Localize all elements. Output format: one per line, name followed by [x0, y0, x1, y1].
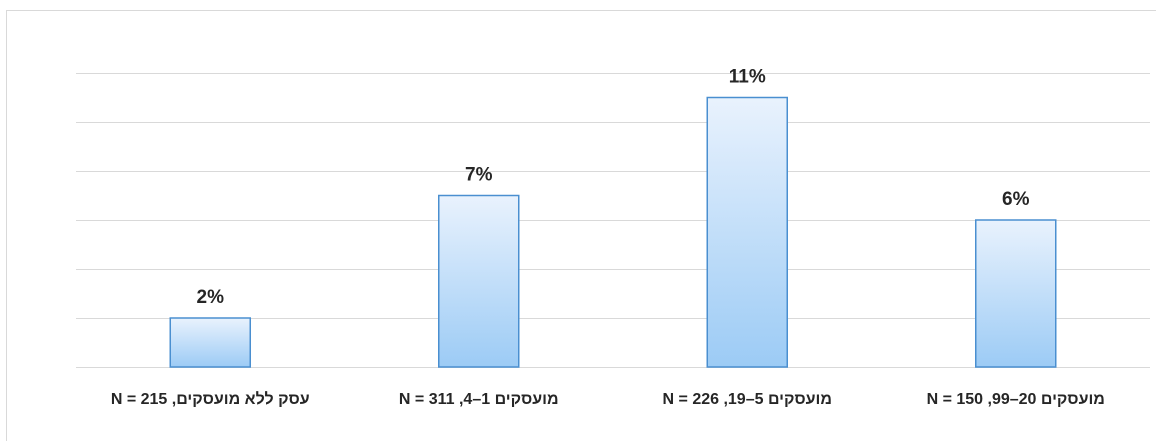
category-label: מועסקים 20–99, N = 150 [927, 391, 1105, 408]
bar [438, 194, 520, 368]
bar [706, 96, 788, 368]
data-labels: 2% 7% 11% 6% [197, 67, 1030, 309]
category-label: מועסקים 1–4, N = 311 [399, 391, 559, 408]
chart-area [6, 10, 1156, 441]
data-label: 6% [1002, 189, 1030, 210]
bars [169, 96, 1057, 368]
data-label: 2% [197, 287, 225, 308]
bar [975, 219, 1057, 368]
gridlines [76, 73, 1150, 368]
data-label: 11% [729, 67, 766, 88]
bar [169, 317, 251, 368]
data-label: 7% [465, 165, 493, 186]
category-label: עסק ללא מועסקים, N = 215 [111, 390, 310, 408]
category-labels: עסק ללא מועסקים, N = 215 מועסקים 1–4, N =… [111, 390, 1105, 408]
category-label: מועסקים 5–19, N = 226 [663, 391, 832, 408]
